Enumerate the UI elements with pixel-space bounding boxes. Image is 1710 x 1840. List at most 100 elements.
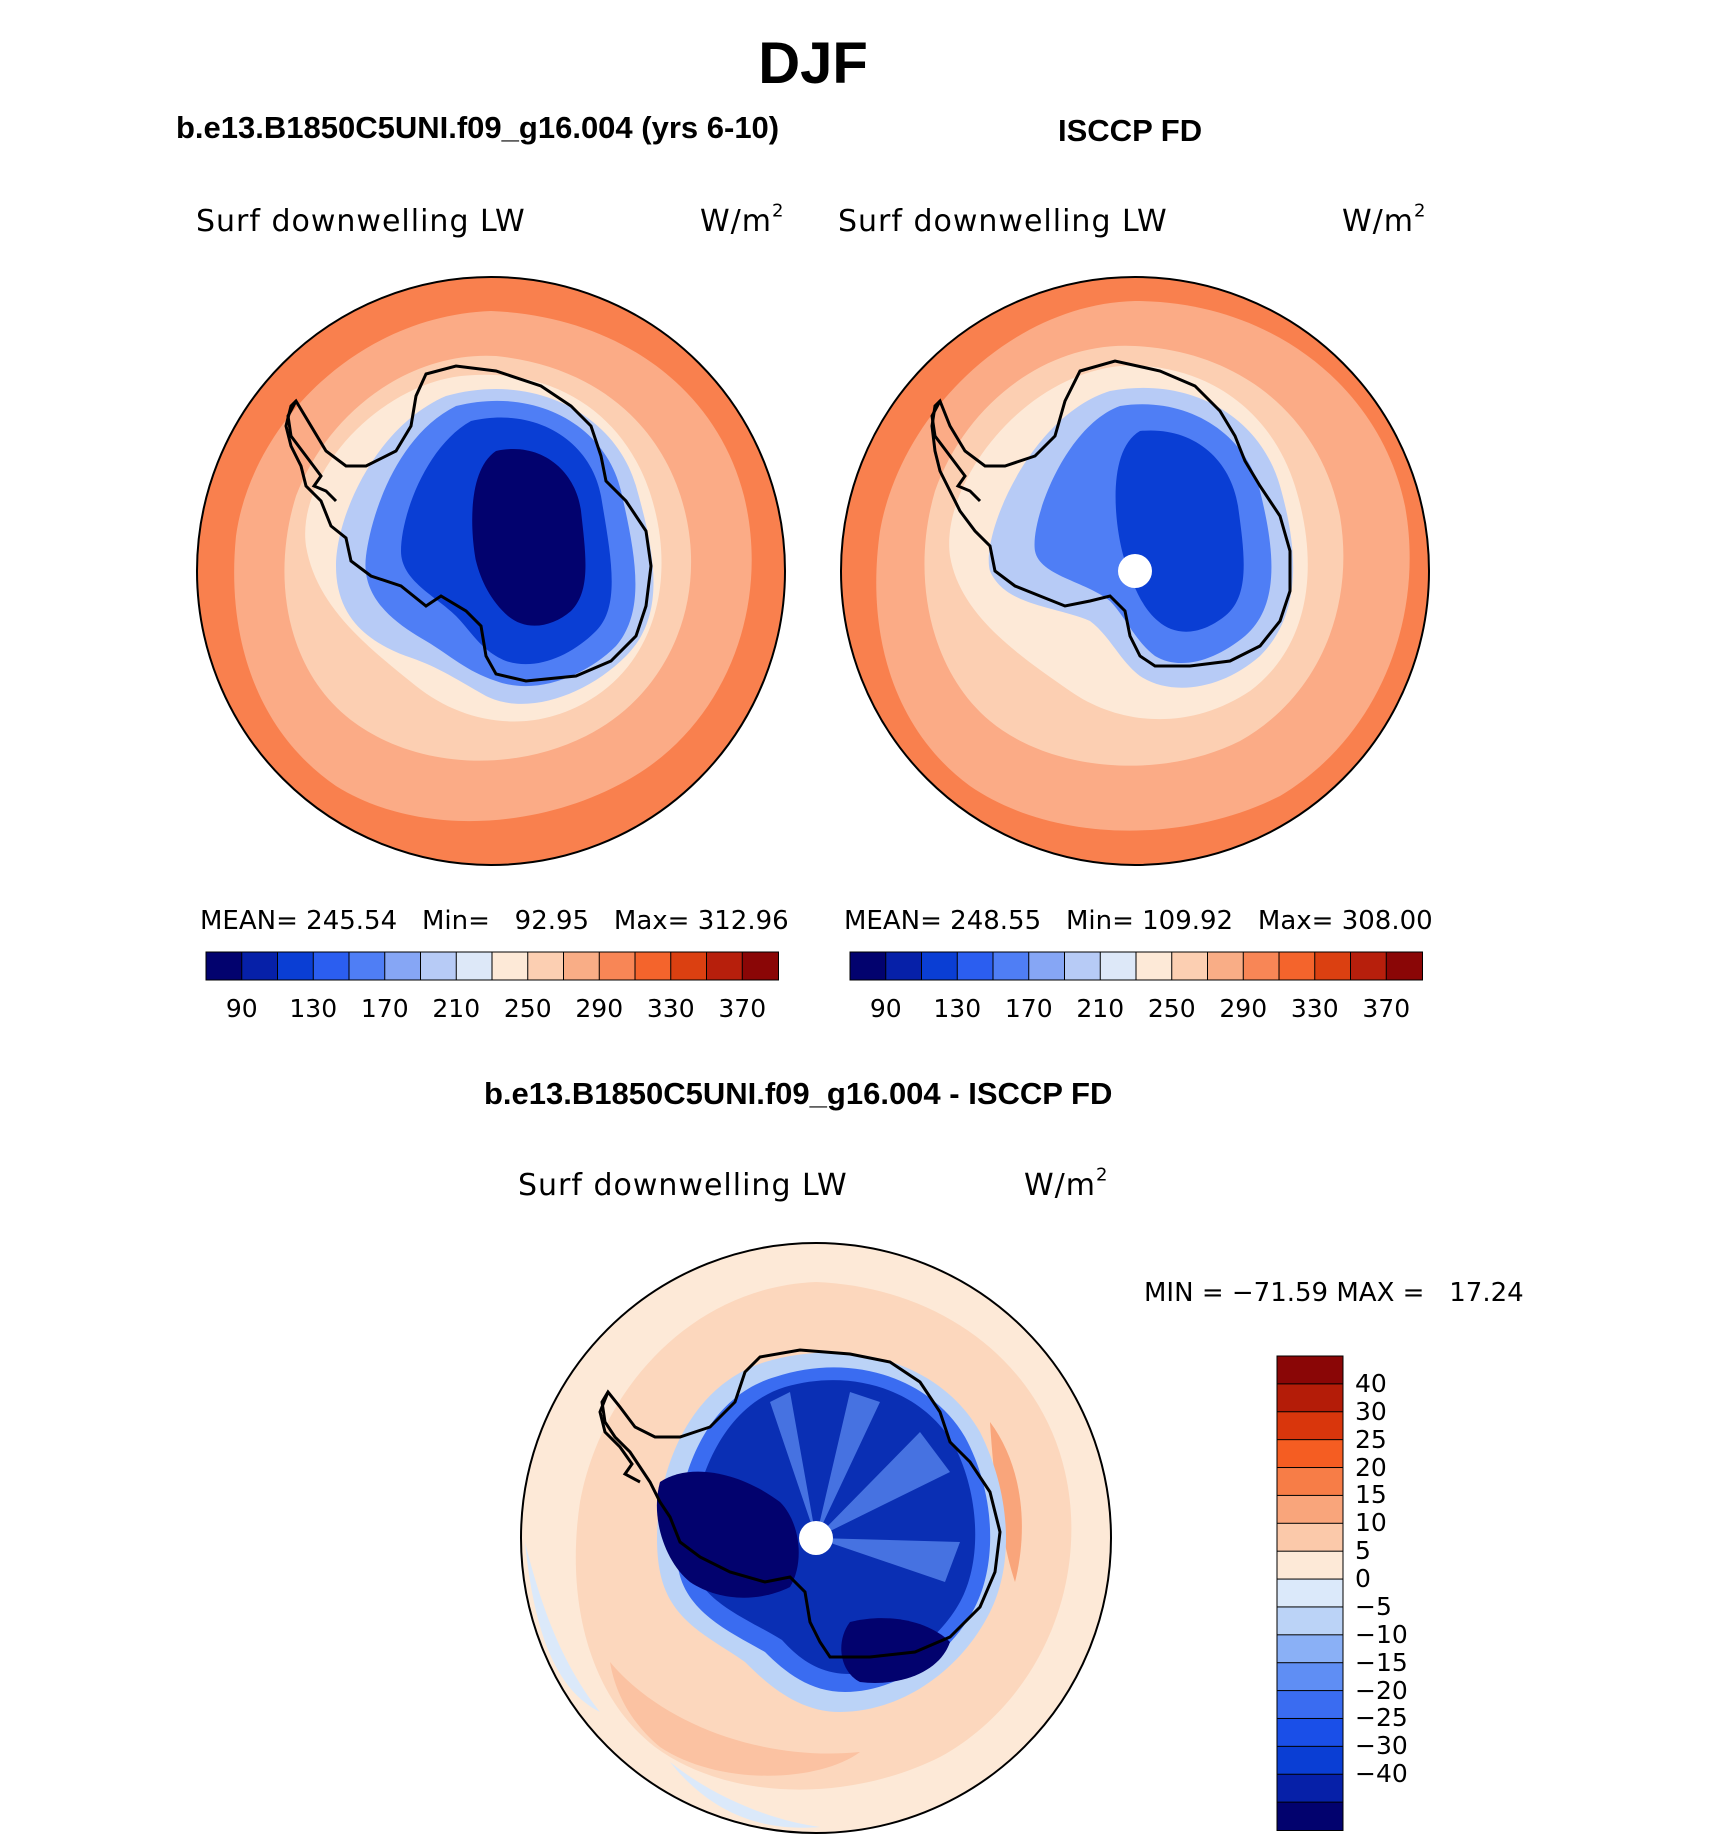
- model-colorbar-box: [706, 951, 744, 981]
- diff-colorbar-tick-label: −10: [1355, 1619, 1408, 1649]
- diff-panel-title: b.e13.B1850C5UNI.f09_g16.004 - ISCCP FD: [484, 1076, 1113, 1111]
- diff-map: [520, 1242, 1112, 1834]
- model-stats: MEAN= 245.54 Min= 92.95 Max= 312.96: [200, 906, 789, 936]
- obs-units-label: W/m2: [1342, 200, 1427, 239]
- model-colorbar-box: [563, 951, 601, 981]
- obs-colorbar-box: [1242, 951, 1280, 981]
- model-min-label: Min=: [421, 906, 490, 936]
- obs-mean-value: 248.55: [950, 906, 1042, 936]
- obs-colorbar-box: [956, 951, 994, 981]
- obs-peninsula-coast: [930, 400, 982, 503]
- obs-panel-title: ISCCP FD: [1058, 113, 1203, 148]
- model-units-exp: 2: [772, 200, 785, 222]
- diff-coastline: [600, 1348, 1002, 1659]
- obs-coastline: [930, 359, 1292, 668]
- model-colorbar-box: [277, 951, 315, 981]
- model-map: [196, 276, 786, 866]
- obs-colorbar-box: [921, 951, 959, 981]
- diff-colorbar-box: [1276, 1383, 1344, 1413]
- model-max-label: Max=: [613, 906, 690, 936]
- diff-colorbar-box: [1276, 1773, 1344, 1804]
- obs-min-label: Min=: [1065, 906, 1134, 936]
- obs-mean-label: MEAN=: [844, 906, 942, 936]
- model-ice-core: [472, 449, 586, 626]
- obs-colorbar-box: [1314, 951, 1352, 981]
- model-colorbar-box: [670, 951, 708, 981]
- obs-pole-hole: [1118, 554, 1152, 588]
- model-colorbar-box: [205, 951, 243, 981]
- diff-colorbar-tick-label: 20: [1355, 1452, 1387, 1482]
- diff-colorbar-box: [1276, 1411, 1344, 1441]
- model-colorbar-tick-label: 290: [575, 994, 624, 1023]
- diff-colorbar-box: [1276, 1467, 1344, 1497]
- diff-colorbar-tick-label: −30: [1355, 1731, 1408, 1761]
- diff-colorbar-box: [1276, 1662, 1344, 1692]
- obs-colorbar-tick-label: 90: [869, 994, 902, 1023]
- diff-minmax: MIN = −71.59 MAX = 17.24: [1144, 1278, 1524, 1308]
- obs-min-value: 109.92: [1142, 906, 1234, 936]
- diff-colorbar-box: [1276, 1801, 1344, 1831]
- diff-units-label: W/m2: [1024, 1166, 1108, 1203]
- diff-colorbar-ticks: 40 30 25 20 15 10 5 0 −5 −10 −15 −20 −25 −30 −40: [1355, 1356, 1435, 1832]
- diff-max-value: 17.24: [1449, 1278, 1524, 1308]
- diff-colorbar-tick-label: 0: [1355, 1564, 1371, 1594]
- model-colorbar-box: [491, 951, 529, 981]
- diff-colorbar-tick-label: −15: [1355, 1647, 1408, 1677]
- diff-cool-patch-b: [670, 1762, 820, 1828]
- model-colorbar-box: [348, 951, 386, 981]
- diff-ice-deep-west: [656, 1471, 799, 1598]
- model-panel-title: b.e13.B1850C5UNI.f09_g16.004 (yrs 6-10): [176, 110, 780, 145]
- model-colorbar-tick-label: 90: [225, 994, 258, 1023]
- obs-colorbar-tick-label: 170: [1004, 994, 1053, 1023]
- diff-colorbar-tick-label: −40: [1355, 1759, 1408, 1789]
- model-colorbar-tick-label: 250: [503, 994, 552, 1023]
- model-colorbar-tick-label: 210: [432, 994, 481, 1023]
- diff-colorbar-box: [1276, 1717, 1344, 1748]
- model-colorbar-box: [420, 951, 458, 981]
- diff-colorbar-box: [1276, 1550, 1344, 1581]
- model-mean-value: 245.54: [306, 906, 398, 936]
- model-max-value: 312.96: [697, 906, 789, 936]
- diff-colorbar-tick-label: 5: [1355, 1536, 1371, 1566]
- obs-colorbar-box: [885, 951, 923, 981]
- obs-colorbar-box: [1099, 951, 1137, 981]
- model-map-border: [196, 276, 786, 866]
- diff-warm-patch-b: [990, 1422, 1022, 1582]
- obs-map: [840, 276, 1430, 866]
- obs-colorbar-box: [1064, 951, 1102, 981]
- model-colorbar-tick-label: 370: [718, 994, 767, 1023]
- model-colorbar-box: [634, 951, 672, 981]
- obs-colorbar-tick-label: 130: [933, 994, 982, 1023]
- diff-colorbar-tick-label: 40: [1355, 1368, 1387, 1398]
- obs-colorbar-tick-label: 210: [1076, 994, 1125, 1023]
- obs-units-base: W/m: [1342, 204, 1414, 239]
- obs-colorbar-tick-label: 290: [1219, 994, 1268, 1023]
- diff-pole-hole: [799, 1521, 833, 1555]
- obs-colorbar-tick-label: 250: [1147, 994, 1196, 1023]
- diff-variable-label: Surf downwelling LW: [518, 1168, 848, 1203]
- model-mean-label: MEAN=: [200, 906, 298, 936]
- diff-colorbar-tick-label: 15: [1355, 1480, 1387, 1510]
- obs-colorbar: [849, 951, 1423, 981]
- model-colorbar-tick-label: 330: [646, 994, 695, 1023]
- model-colorbar-box: [384, 951, 422, 981]
- model-colorbar-box: [455, 951, 493, 981]
- diff-peninsula-coast: [598, 1391, 641, 1484]
- obs-colorbar-box: [1028, 951, 1066, 981]
- model-variable-label: Surf downwelling LW: [196, 204, 526, 239]
- model-coastline: [284, 364, 653, 683]
- diff-ice-deep-east: [841, 1618, 950, 1683]
- diff-colorbar-box: [1276, 1355, 1344, 1385]
- model-peninsula-coast: [286, 400, 338, 503]
- obs-colorbar-box: [1278, 951, 1316, 981]
- model-colorbar-tick-label: 170: [360, 994, 409, 1023]
- diff-colorbar: [1276, 1355, 1344, 1831]
- diff-colorbar-tick-label: 30: [1355, 1396, 1387, 1426]
- page-title: DJF: [758, 31, 868, 96]
- diff-units-base: W/m: [1024, 1168, 1096, 1203]
- obs-units-exp: 2: [1414, 200, 1427, 222]
- model-colorbar-box: [312, 951, 350, 981]
- model-units-base: W/m: [700, 204, 772, 239]
- obs-colorbar-tick-label: 370: [1362, 994, 1411, 1023]
- diff-colorbar-box: [1276, 1522, 1344, 1553]
